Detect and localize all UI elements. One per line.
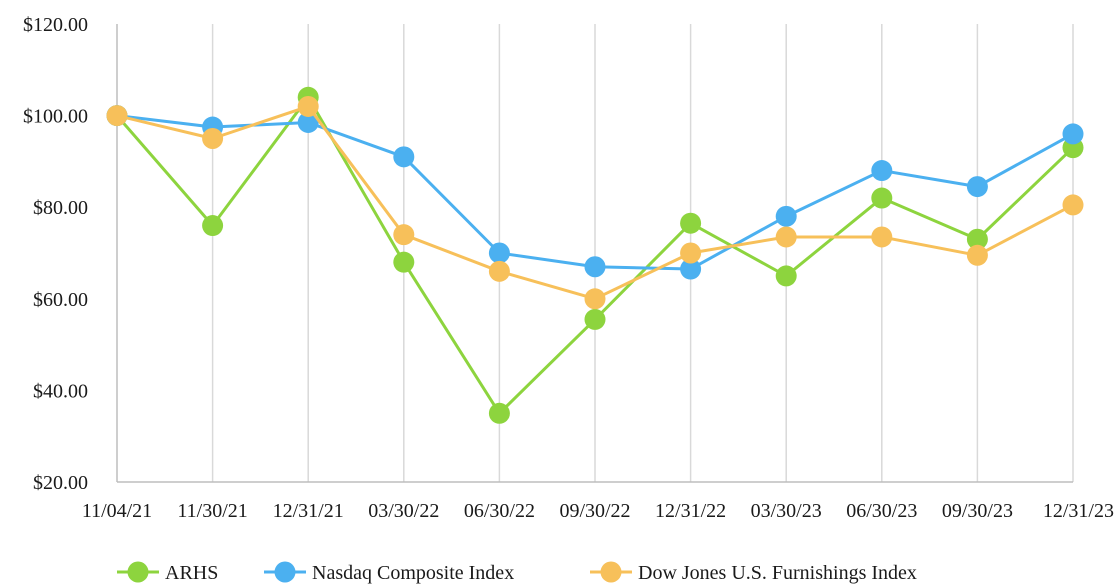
legend-marker <box>274 561 296 583</box>
data-point <box>680 242 702 264</box>
legend: ARHS Nasdaq Composite Index Dow Jones U.S.… <box>117 561 917 584</box>
legend-item: Nasdaq Composite Index <box>264 561 514 584</box>
y-tick-label: $80.00 <box>33 197 88 219</box>
x-tick-label: 03/30/23 <box>751 500 822 522</box>
data-point <box>680 258 702 280</box>
x-axis-tick-labels: 11/04/21 11/30/21 12/31/21 03/30/22 06/30/22… <box>82 500 1114 522</box>
data-point <box>584 308 606 330</box>
data-point <box>775 265 797 287</box>
data-point <box>202 128 224 149</box>
data-point <box>488 402 510 424</box>
x-tick-label: 09/30/22 <box>559 500 630 522</box>
x-tick-label: 03/30/22 <box>368 500 439 522</box>
data-point <box>871 160 893 182</box>
data-point <box>871 226 893 248</box>
data-point <box>393 251 415 273</box>
legend-label: ARHS <box>165 562 218 584</box>
data-point <box>871 187 893 209</box>
x-tick-label: 12/31/23 <box>1043 500 1114 522</box>
data-point <box>202 215 224 237</box>
x-tick-label: 12/31/21 <box>273 500 344 522</box>
legend-label: Dow Jones U.S. Furnishings Index <box>638 562 917 584</box>
grid-lines <box>211 24 1074 482</box>
data-point <box>488 260 510 282</box>
y-tick-label: $20.00 <box>33 472 88 494</box>
data-point <box>680 212 702 234</box>
data-point <box>393 146 415 168</box>
legend-item: Dow Jones U.S. Furnishings Index <box>590 561 917 584</box>
y-axis-tick-labels: $20.00 $40.00 $60.00 $80.00 $100.00 $120.00 <box>23 14 88 494</box>
y-tick-label: $100.00 <box>23 106 88 128</box>
data-point <box>1062 123 1084 145</box>
data-point <box>106 105 128 127</box>
x-tick-label: 06/30/23 <box>846 500 917 522</box>
data-point <box>584 256 606 278</box>
series-dow-jones-u-s-furnishings-index <box>106 95 1084 310</box>
y-tick-label: $60.00 <box>33 289 88 311</box>
data-point <box>488 242 510 264</box>
data-point <box>966 228 988 250</box>
data-point <box>1062 194 1084 216</box>
x-tick-label: 12/31/22 <box>655 500 726 522</box>
x-tick-label: 11/30/21 <box>177 500 247 522</box>
data-point <box>966 244 988 266</box>
data-point <box>393 224 415 246</box>
data-point <box>297 111 319 133</box>
legend-marker <box>127 561 149 583</box>
data-point <box>775 205 797 227</box>
series-layer <box>106 86 1084 424</box>
y-tick-label: $40.00 <box>33 380 88 402</box>
legend-item: ARHS <box>117 561 218 584</box>
data-point <box>297 95 319 117</box>
y-tick-label: $120.00 <box>23 14 88 36</box>
legend-label: Nasdaq Composite Index <box>312 562 514 584</box>
legend-marker <box>600 561 622 583</box>
data-point <box>775 226 797 248</box>
x-tick-label: 11/04/21 <box>82 500 152 522</box>
data-point <box>584 288 606 310</box>
x-tick-label: 06/30/22 <box>464 500 535 522</box>
axes <box>116 24 1073 483</box>
x-tick-label: 09/30/23 <box>942 500 1013 522</box>
data-point <box>966 176 988 198</box>
